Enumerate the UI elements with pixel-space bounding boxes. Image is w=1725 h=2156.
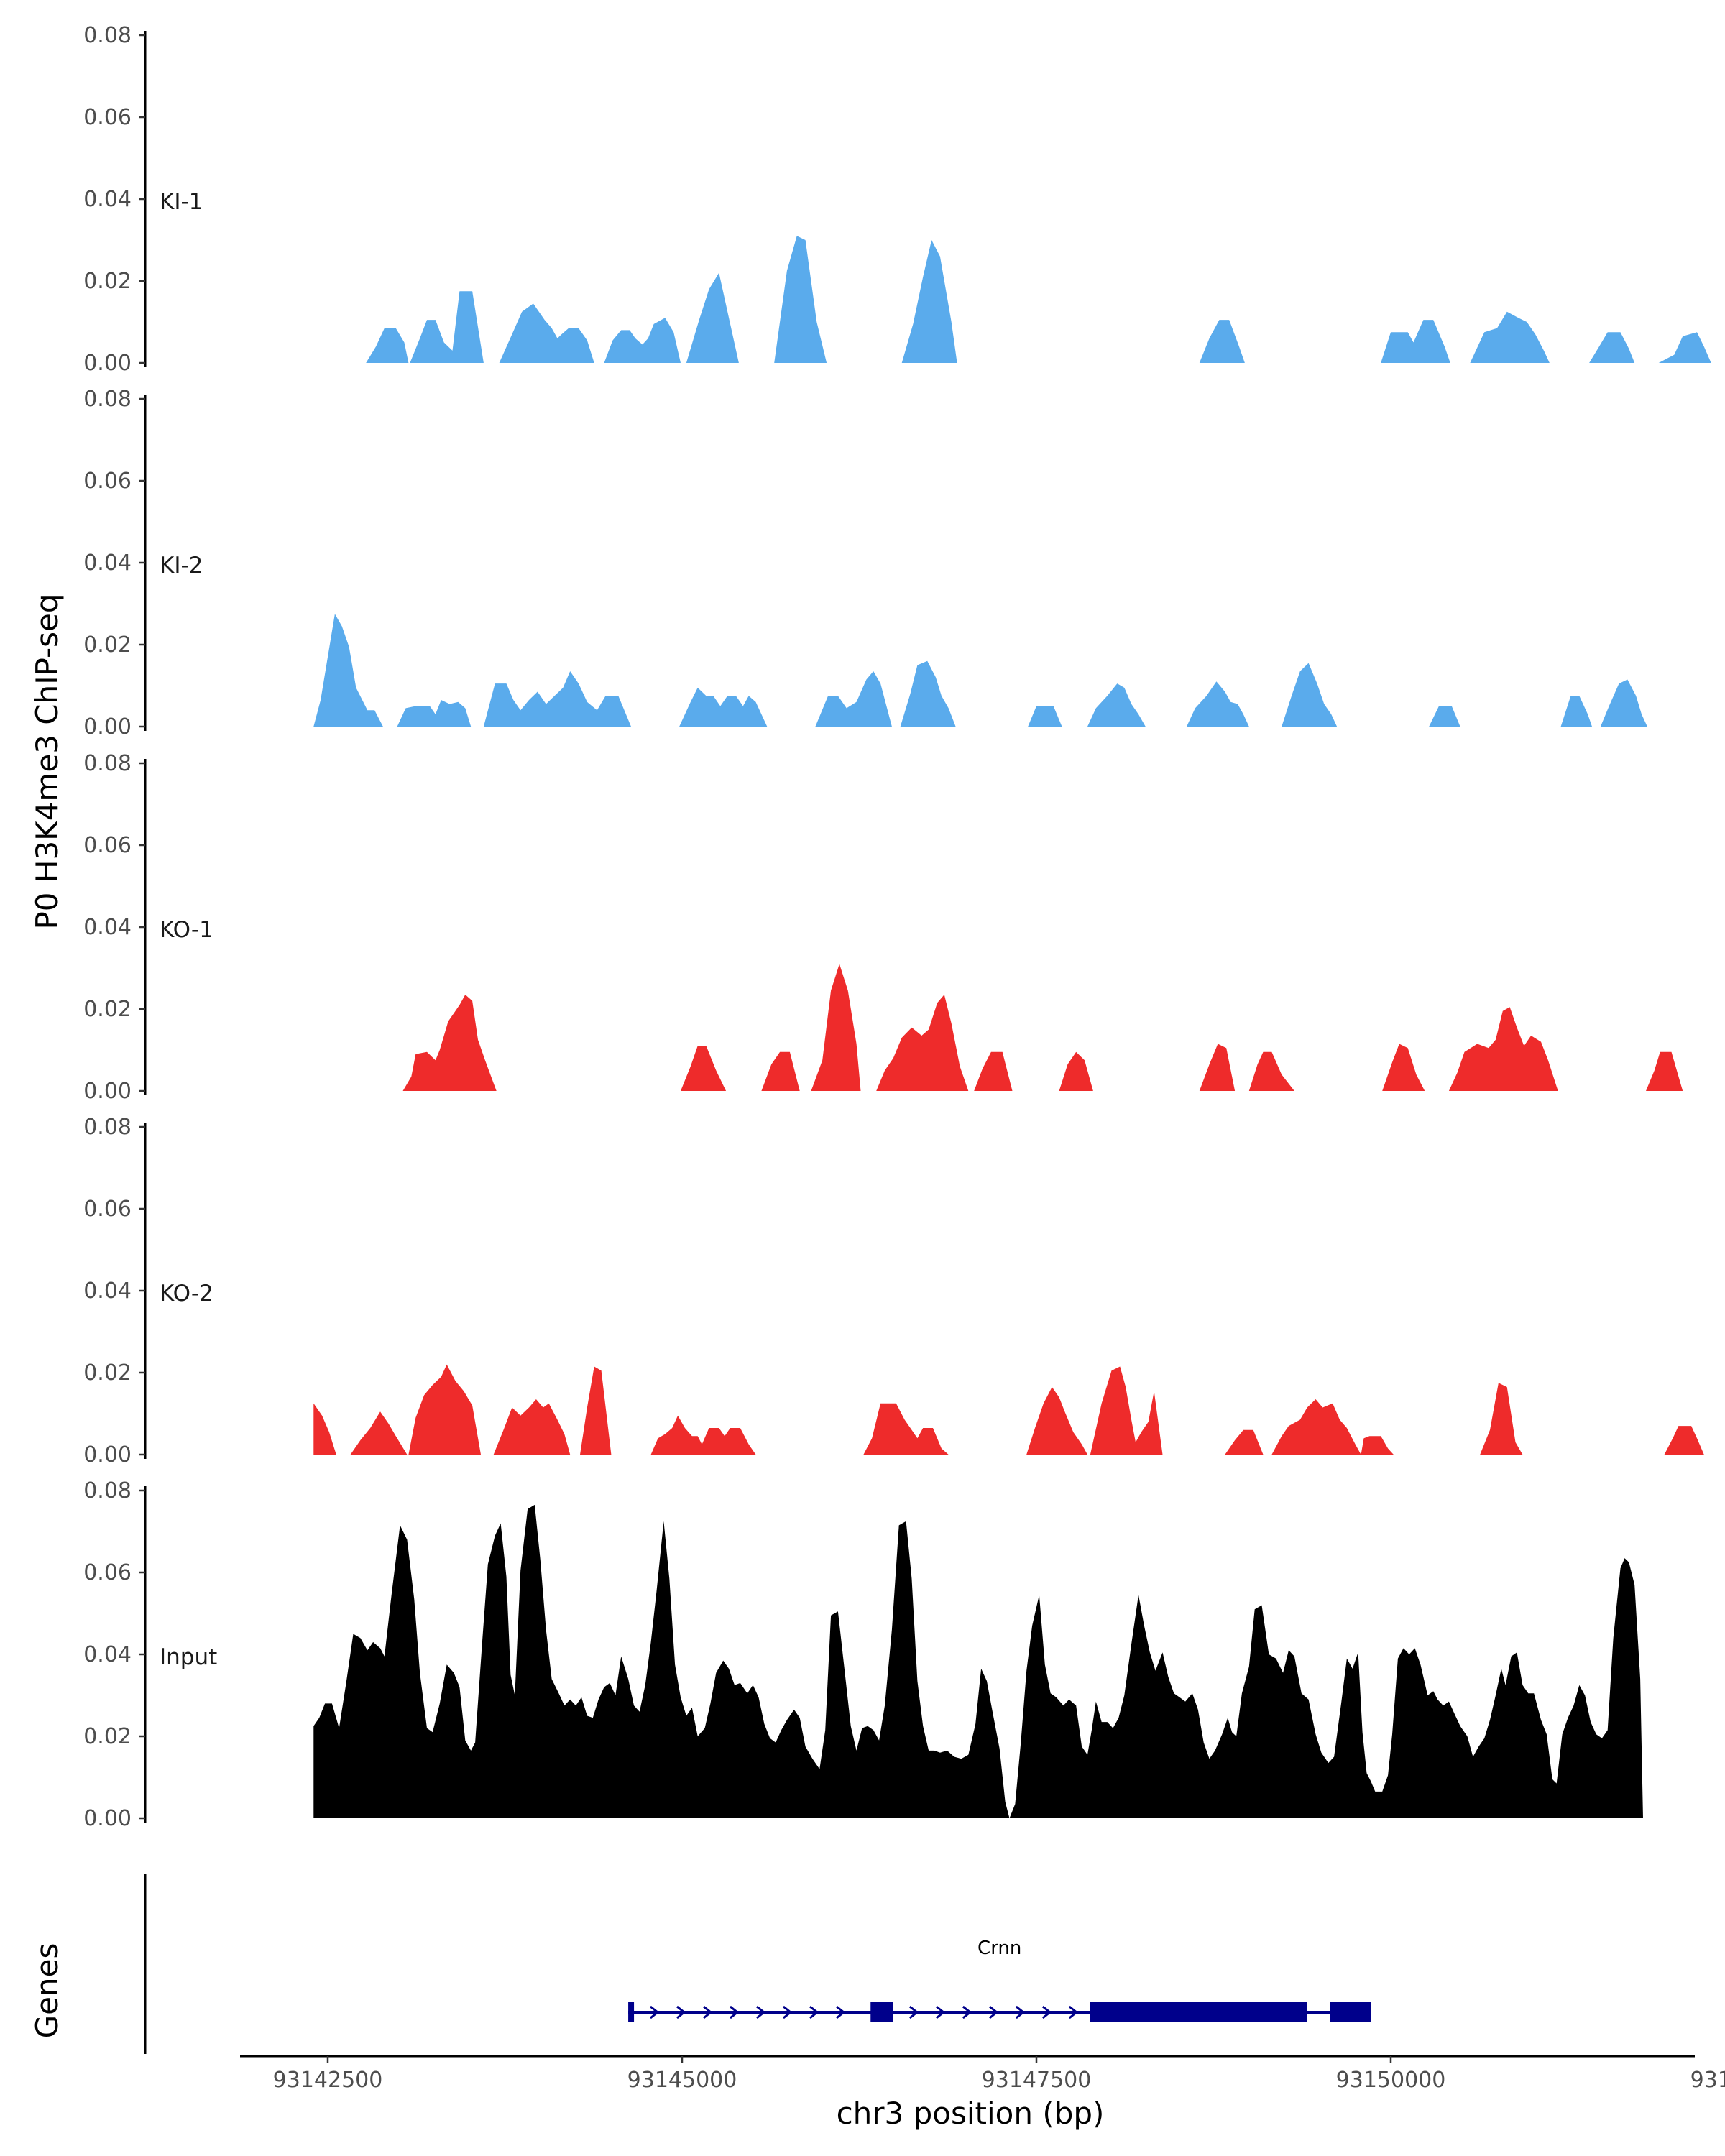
y-tick-label: 0.00 — [83, 714, 132, 740]
y-tick-label: 0.08 — [83, 1478, 132, 1503]
track-input: 0.00 0.02 0.04 0.06 0.08 Input — [83, 1478, 1643, 1831]
y-tick-label: 0.02 — [83, 997, 132, 1022]
strand-arrow — [1015, 2005, 1026, 2019]
gene-panel: Crnn — [144, 1874, 1371, 2054]
y-tick-label: 0.00 — [83, 351, 132, 376]
coverage-area-ko-2 — [313, 1364, 1704, 1455]
x-tick-label: 93145000 — [627, 2068, 737, 2093]
track-ko-1: 0.00 0.02 0.04 0.06 0.08 KO-1 — [83, 751, 1683, 1104]
x-tick-label: 93152500 — [1690, 2068, 1725, 2093]
y-tick-label: 0.02 — [83, 1724, 132, 1749]
track-label-ko-2: KO-2 — [160, 1281, 213, 1307]
y-tick-label: 0.06 — [83, 833, 132, 858]
coverage-area-ki-2 — [313, 614, 1647, 727]
strand-arrow — [756, 2005, 766, 2019]
coverage-area-ki-1 — [366, 236, 1711, 363]
strand-arrow — [1041, 2005, 1052, 2019]
strand-arrow — [703, 2005, 713, 2019]
coverage-area-input — [313, 1504, 1643, 1818]
strand-arrow — [650, 2005, 660, 2019]
coverage-area-ko-1 — [402, 964, 1683, 1091]
strand-arrow — [988, 2005, 999, 2019]
strand-arrow — [935, 2005, 946, 2019]
gene-exon — [870, 2002, 893, 2022]
strand-arrow — [962, 2005, 972, 2019]
gene-model-crnn: Crnn — [628, 1938, 1371, 2022]
y-tick-label: 0.08 — [83, 23, 132, 48]
strand-arrow — [836, 2005, 846, 2019]
y-tick-label: 0.00 — [83, 1079, 132, 1104]
coverage-tracks: 0.00 0.02 0.04 0.06 0.08 KI-1 0.00 0.02 0.04 0.06… — [83, 23, 1711, 1831]
y-tick-label: 0.00 — [83, 1806, 132, 1831]
y-tick-label: 0.02 — [83, 632, 132, 658]
y-tick-label: 0.06 — [83, 1197, 132, 1222]
track-ko-2: 0.00 0.02 0.04 0.06 0.08 KO-2 — [83, 1115, 1704, 1468]
y-tick-label: 0.08 — [83, 387, 132, 412]
x-axis-title: chr3 position (bp) — [837, 2096, 1105, 2131]
y-tick-label: 0.04 — [83, 1642, 132, 1667]
genes-panel-title: Genes — [29, 1943, 65, 2039]
track-label-ki-1: KI-1 — [160, 189, 203, 215]
y-tick-label: 0.06 — [83, 105, 132, 130]
y-tick-label: 0.02 — [83, 269, 132, 294]
track-label-ko-1: KO-1 — [160, 917, 213, 943]
y-tick-label: 0.06 — [83, 469, 132, 494]
track-label-input: Input — [160, 1644, 217, 1670]
strand-arrow — [809, 2005, 819, 2019]
x-tick-label: 93150000 — [1336, 2068, 1446, 2093]
gene-exon — [1330, 2002, 1371, 2022]
track-ki-2: 0.00 0.02 0.04 0.06 0.08 KI-2 — [83, 387, 1647, 740]
y-tick-label: 0.04 — [83, 915, 132, 940]
x-axis: 93142500 93145000 93147500 93150000 93152500 — [240, 2055, 1725, 2093]
y-tick-label: 0.02 — [83, 1360, 132, 1386]
y-tick-label: 0.04 — [83, 187, 132, 212]
strand-arrow — [676, 2005, 686, 2019]
y-axis-title: P0 H3K4me3 ChIP-seq — [29, 594, 65, 929]
y-tick-label: 0.06 — [83, 1560, 132, 1585]
strand-arrow — [730, 2005, 740, 2019]
gene-exon — [1090, 2002, 1307, 2022]
gene-exon — [628, 2002, 635, 2022]
track-ki-1: 0.00 0.02 0.04 0.06 0.08 KI-1 — [83, 23, 1711, 376]
y-tick-label: 0.00 — [83, 1442, 132, 1468]
y-tick-label: 0.04 — [83, 1279, 132, 1304]
y-tick-label: 0.08 — [83, 751, 132, 776]
track-label-ki-2: KI-2 — [160, 553, 203, 579]
x-tick-label: 93147500 — [982, 2068, 1092, 2093]
strand-arrow — [1068, 2005, 1079, 2019]
strand-arrow — [783, 2005, 793, 2019]
strand-arrow — [908, 2005, 919, 2019]
x-tick-label: 93142500 — [273, 2068, 383, 2093]
y-tick-label: 0.04 — [83, 550, 132, 576]
y-tick-label: 0.08 — [83, 1115, 132, 1140]
gene-name-label: Crnn — [978, 1938, 1021, 1959]
